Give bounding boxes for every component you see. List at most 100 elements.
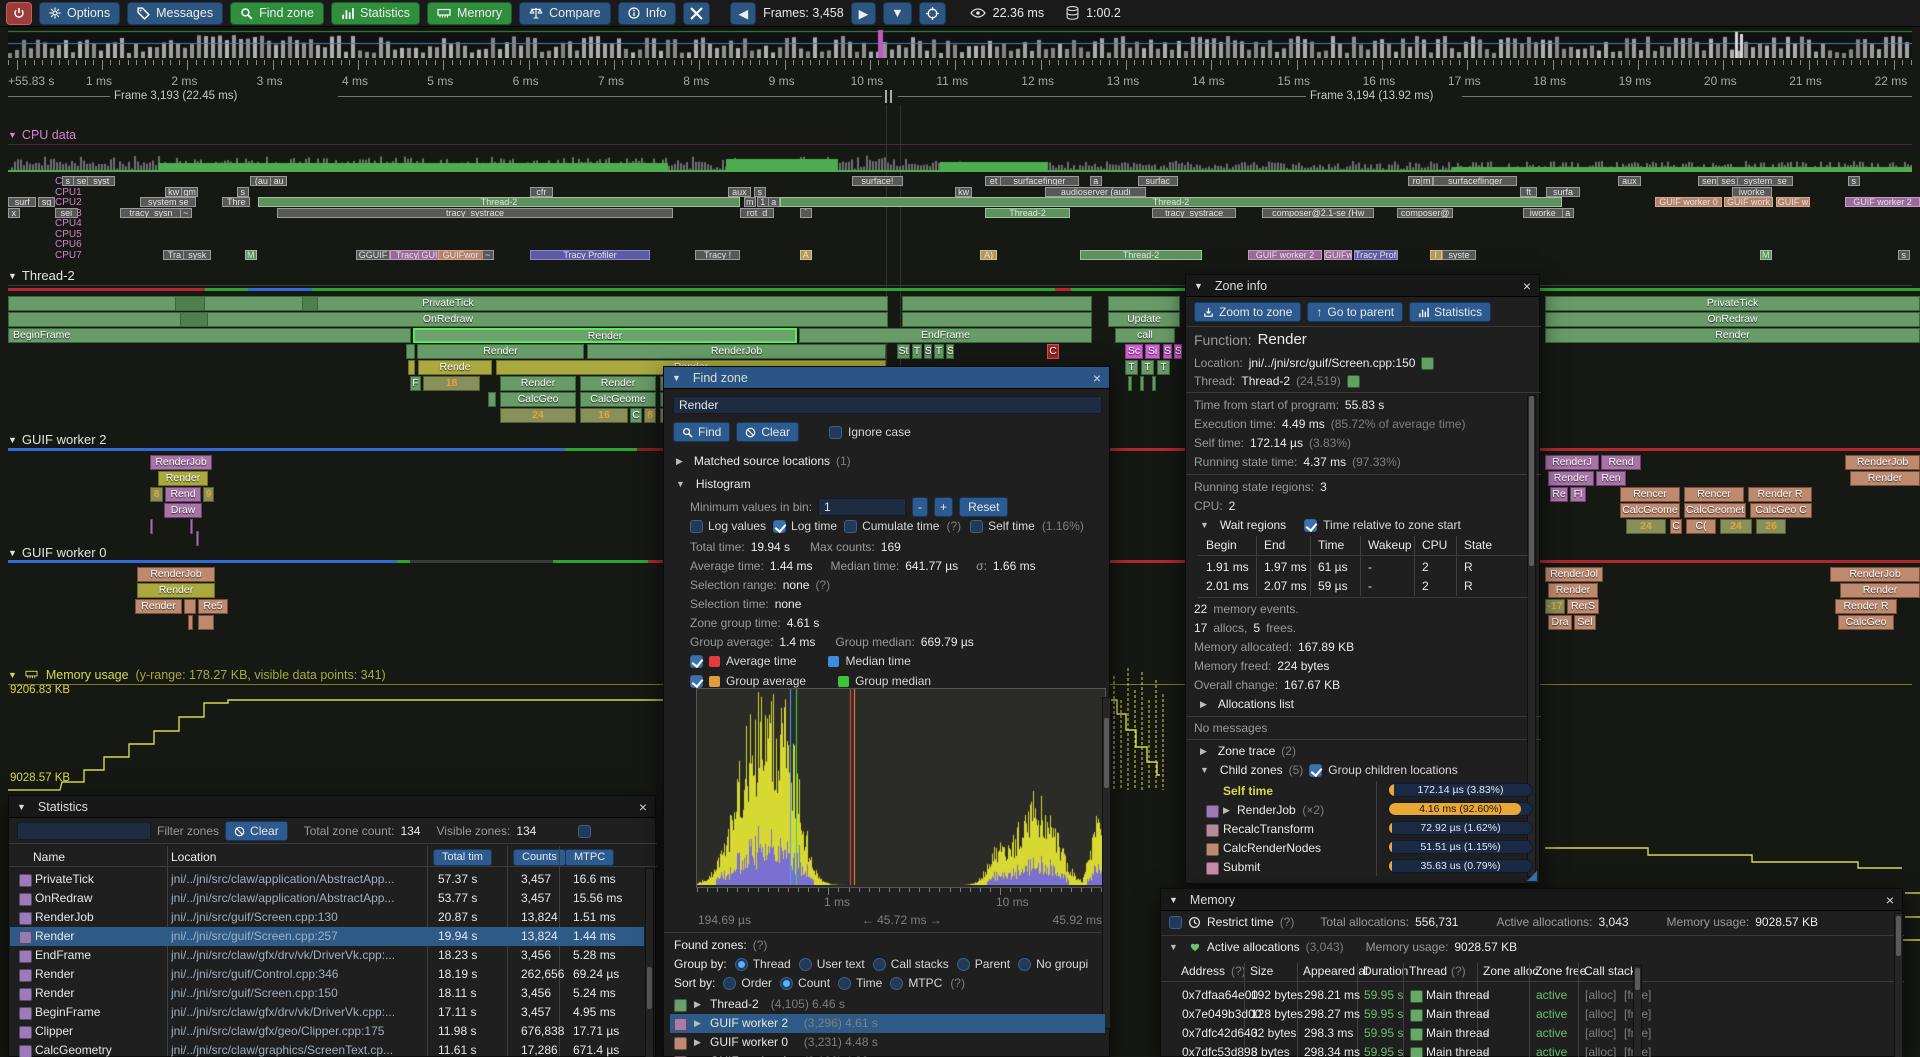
timeline-zone[interactable] [488, 392, 496, 407]
col-zone-alloc[interactable]: Zone alloc [1483, 964, 1539, 978]
timeline-zone[interactable] [408, 360, 415, 375]
cpu-zone-chip[interactable]: ~ [482, 250, 494, 260]
timeline-zone[interactable]: 8 [644, 408, 656, 423]
table-row[interactable]: BeginFrame jni/../jni/src/claw/gfx/drv/vk… [10, 1003, 644, 1022]
child-time-pill[interactable]: 51.51 µs (1.15%) [1388, 840, 1533, 854]
cpu-zone-chip[interactable]: m [1421, 176, 1433, 186]
cpu-zone-chip[interactable]: tracy_sysn [120, 208, 182, 218]
table-row[interactable]: 0x7dfaa64e00 192 bytes 298.21 ms 59.95 s Mai… [1162, 986, 1902, 1005]
timeline-zone[interactable]: OnRedraw [1545, 312, 1920, 327]
close-icon[interactable]: × [1092, 369, 1101, 386]
cpu-zone-chip[interactable]: GGUIF [356, 250, 390, 260]
next-frame-button[interactable]: ▶ [850, 1, 877, 25]
radio-option[interactable] [798, 957, 812, 971]
timeline-zone[interactable]: OnRedraw [8, 312, 888, 327]
alloc-callstack-link[interactable]: [alloc] [1585, 988, 1617, 1002]
cpu-zone-chip[interactable]: kw [165, 187, 183, 197]
cpu-zone-chip[interactable]: s [1848, 176, 1860, 186]
prev-frame-button[interactable]: ◀ [730, 1, 757, 25]
timeline-zone[interactable]: 24 [500, 408, 576, 423]
cpu-zone-chip[interactable]: sg [38, 197, 56, 207]
child-zone-name[interactable]: RecalcTransform [1223, 822, 1314, 836]
cpu-zone-chip[interactable]: cfr [530, 187, 553, 197]
ignore-case-checkbox[interactable] [829, 425, 843, 439]
child-zones-label[interactable]: Child zones [1219, 763, 1283, 777]
hist-span-label[interactable]: ← 45.72 ms → [861, 913, 942, 927]
cpu-zone-chip[interactable]: Tracy Profiler [1354, 250, 1398, 260]
timeline-zone[interactable]: 8 [150, 487, 163, 502]
timeline-zone[interactable]: Rencer [1684, 487, 1744, 502]
cpu-zone-chip[interactable]: sei [55, 208, 78, 218]
cpu-zone-chip[interactable]: ft [1520, 187, 1538, 197]
timeline-zone[interactable]: RenderJob [1830, 567, 1920, 582]
expand-icon[interactable]: ▶ [694, 999, 701, 1009]
timeline-zone[interactable]: RenderJob [137, 567, 215, 582]
zoom-to-zone-button[interactable]: Zoom to zone [1194, 302, 1302, 322]
timeline-zone[interactable] [1108, 296, 1180, 311]
cpu-zone-chip[interactable]: Thread-2 [1080, 250, 1202, 260]
cpu-zone-chip[interactable]: aux [728, 187, 751, 197]
cpu-zone-chip[interactable]: Thread-2 [985, 208, 1070, 218]
timeline-zone[interactable]: T [1157, 360, 1170, 375]
cpu-zone-chip[interactable]: composer@2.1-se (Hw [1262, 208, 1375, 218]
memory-button[interactable]: Memory [427, 1, 513, 25]
zone-statistics-button[interactable]: Statistics [1409, 302, 1492, 322]
find-zone-histogram[interactable] [696, 688, 1106, 888]
cpu-zone-chip[interactable]: surf [8, 197, 37, 207]
frame-time-graph[interactable] [8, 28, 1912, 58]
timeline-zone[interactable]: Render [1548, 471, 1594, 486]
messages-button[interactable]: Messages [127, 1, 224, 25]
timeline-zone[interactable] [188, 615, 193, 630]
timeline-zone[interactable]: CalcGeome [1620, 503, 1680, 518]
cpu-zone-chip[interactable]: audioserver (audi [1045, 187, 1147, 197]
wait-col-header[interactable]: End [1264, 538, 1286, 552]
timeline-zone[interactable]: Render [1840, 583, 1920, 598]
cpu-zone-chip[interactable]: Tracy Profiler [530, 250, 650, 260]
go-to-parent-button[interactable]: ↑ Go to parent [1307, 302, 1404, 322]
timeline-zone[interactable]: F [410, 376, 421, 391]
timeline-zone[interactable]: Re [1550, 487, 1568, 502]
allocations-list-label[interactable]: Allocations list [1217, 697, 1294, 711]
expand-icon[interactable]: ▶ [1200, 745, 1207, 756]
col-duration[interactable]: Duration [1363, 964, 1409, 978]
timeline-zone[interactable]: Fl [1570, 487, 1586, 502]
timeline-zone[interactable]: PrivateTick [1545, 296, 1920, 311]
timeline-zone[interactable]: 16 [580, 408, 628, 423]
col-thread[interactable]: Thread [1409, 964, 1448, 978]
cpu-zone-chip[interactable]: I [1430, 250, 1442, 260]
radio-option[interactable] [956, 957, 970, 971]
cpu-zone-chip[interactable]: s [62, 176, 74, 186]
collapse-icon[interactable]: ▼ [1200, 765, 1209, 775]
resize-grip[interactable] [1527, 871, 1537, 881]
timeline-zone[interactable]: Ren [1596, 471, 1626, 486]
cpu-zone-chip[interactable]: a [1562, 208, 1574, 218]
col-total-time-sort[interactable]: Total tim [433, 848, 492, 866]
cpu-zone-chip[interactable]: system_se [1737, 176, 1794, 186]
active-allocations-tree-label[interactable]: Active allocations [1206, 940, 1300, 954]
cpu-zone-chip[interactable]: GUIFwor [438, 250, 484, 260]
zone-info-titlebar[interactable]: ▼ Zone info × [1186, 275, 1539, 297]
cpu-zone-chip[interactable]: rot_d [740, 208, 774, 218]
timeline-zone[interactable]: S [1174, 344, 1182, 359]
tools-button[interactable] [683, 1, 711, 25]
timeline-zone[interactable] [180, 312, 208, 327]
expand-icon[interactable]: ▶ [676, 455, 683, 466]
zone-trace-label[interactable]: Zone trace [1217, 744, 1276, 758]
cpu-zone-chip[interactable]: ~ [180, 208, 192, 218]
found-zone-group-row[interactable]: ▶ GUIF worker 0 (3,231) 4.48 s [670, 1033, 1105, 1052]
timeline-zone[interactable]: C [1047, 344, 1059, 359]
timeline-zone[interactable]: call [1115, 328, 1175, 343]
timeline-zone[interactable]: C [1670, 519, 1682, 534]
cpu-zone-chip[interactable]: Thre [222, 197, 251, 207]
cpu-data-header[interactable]: ▼ CPU data [8, 128, 1912, 145]
cpu-zone-chip[interactable]: x [8, 208, 20, 218]
timeline-zone[interactable]: Si [1145, 344, 1160, 359]
timeline-zone[interactable]: Render [1548, 583, 1598, 598]
histogram-option-checkbox[interactable] [773, 519, 787, 533]
cpu-zone-chip[interactable]: GUIF worker 2 [1248, 250, 1322, 260]
help-mark[interactable]: (?) [815, 578, 831, 592]
timeline-zone[interactable]: T [1141, 360, 1154, 375]
cpu-zone-chip[interactable]: a [1090, 176, 1102, 186]
timeline-zone[interactable]: Draw [164, 503, 202, 518]
timeline-zone[interactable]: Render [137, 583, 215, 598]
